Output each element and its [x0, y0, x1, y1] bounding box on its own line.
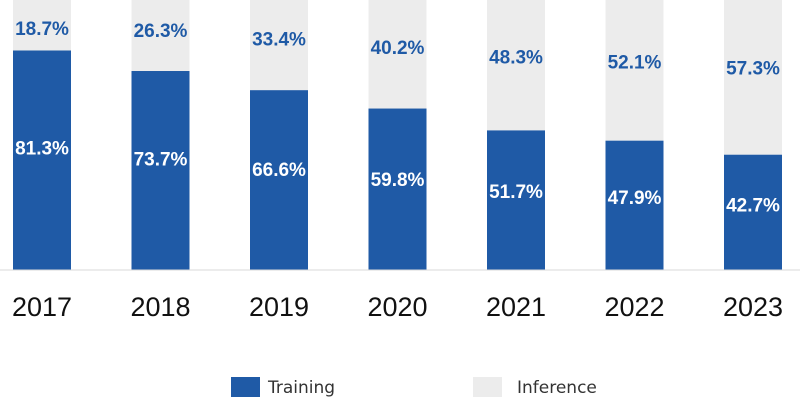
bar-inference-2022 [605, 0, 664, 141]
bar-inference-2023 [724, 0, 782, 155]
x-tick-label-2023: 2023 [723, 292, 783, 322]
data-label-inference-2018: 26.3% [134, 21, 188, 42]
data-label-training-2022: 47.9% [608, 188, 662, 209]
x-tick-label-2020: 2020 [367, 292, 427, 322]
data-label-training-2018: 73.7% [134, 150, 188, 171]
data-label-inference-2021: 48.3% [489, 48, 543, 69]
data-label-inference-2023: 57.3% [726, 59, 780, 80]
bar-inference-2019 [250, 0, 308, 91]
data-label-training-2019: 66.6% [252, 160, 306, 181]
legend-swatch-inference [473, 377, 502, 397]
data-label-training-2017: 81.3% [15, 138, 69, 159]
legend-swatch-training [231, 377, 260, 397]
bars-layer [13, 0, 782, 271]
bar-training-2018 [131, 71, 190, 270]
bar-training-2023 [724, 154, 782, 270]
x-tick-label-2017: 2017 [12, 292, 72, 322]
bar-inference-2018 [131, 0, 190, 72]
legend-label-training: Training [267, 378, 335, 398]
bar-training-2020 [368, 108, 427, 270]
bar-inference-2020 [368, 0, 427, 109]
legend: Training Inference [231, 377, 597, 398]
data-label-inference-2019: 33.4% [252, 30, 306, 51]
bar-training-2019 [250, 90, 308, 271]
data-label-training-2020: 59.8% [371, 170, 425, 191]
data-label-inference-2022: 52.1% [608, 52, 662, 73]
bar-inference-2021 [487, 0, 545, 131]
x-axis: 2017 2018 2019 2020 2021 2022 2023 [12, 292, 783, 322]
x-tick-label-2021: 2021 [486, 292, 546, 322]
bar-inference-2017 [13, 0, 71, 51]
data-label-training-2023: 42.7% [726, 196, 780, 217]
data-label-inference-2020: 40.2% [371, 38, 425, 59]
legend-label-inference: Inference [517, 378, 597, 398]
data-label-inference-2017: 18.7% [15, 19, 69, 40]
x-tick-label-2019: 2019 [249, 292, 309, 322]
bar-training-2021 [487, 130, 545, 270]
x-tick-label-2022: 2022 [604, 292, 664, 322]
bar-training-2022 [605, 140, 664, 270]
data-label-training-2021: 51.7% [489, 182, 543, 203]
bar-training-2017 [13, 50, 71, 270]
x-tick-label-2018: 2018 [130, 292, 190, 322]
labels-layer: 18.7% 81.3% 26.3% 73.7% 33.4% 66.6% 40.2% 59.8%… [15, 19, 780, 217]
